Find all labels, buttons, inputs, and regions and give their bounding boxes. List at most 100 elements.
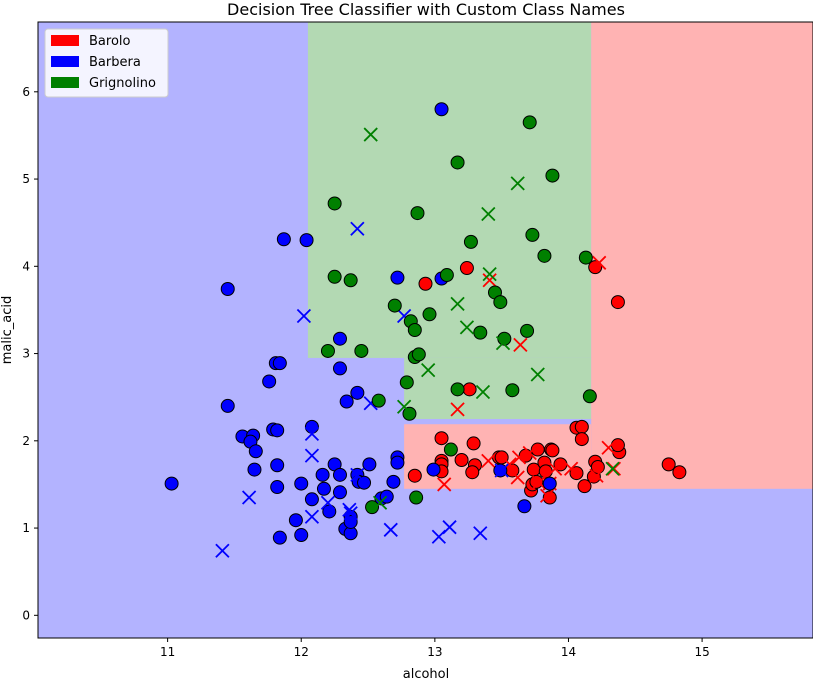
point-grignolino [371,393,386,408]
point-x-grignolino [396,399,412,414]
point-x-barbera [320,495,336,510]
data-points [164,102,687,558]
point-x-barolo [450,402,465,417]
point-barbera [316,481,331,496]
point-barbera [332,467,347,482]
point-barbera [270,423,285,438]
point-grignolino [354,343,369,358]
x-tick-label: 14 [561,645,576,659]
point-barbera [299,233,314,248]
point-barbera [294,476,309,491]
point-barbera [542,476,557,491]
point-x-barolo [513,337,528,352]
point-grignolino [473,325,488,340]
x-tick-label: 12 [294,645,309,659]
point-x-barolo [601,440,616,455]
point-grignolino [578,250,593,265]
point-x-barolo [564,461,579,476]
point-barbera [332,331,347,346]
point-barbera [288,513,303,528]
legend-swatch-barolo [51,35,79,46]
point-grignolino [327,269,342,284]
x-axis-ticks: 11 12 13 14 15 [160,638,710,659]
point-x-grignolino [605,461,620,476]
point-barbera [220,398,235,413]
point-x-grignolino [363,127,378,142]
point-x-barolo [592,255,607,270]
point-barolo [610,438,625,453]
point-grignolino [505,383,520,398]
point-x-barbera [241,490,257,505]
x-axis-label: alcohol [403,667,449,681]
point-barbera [434,102,449,117]
point-x-grignolino [421,362,436,378]
point-barbera [350,385,365,400]
y-tick-label: 6 [22,85,30,99]
point-grignolino [439,268,454,283]
legend-label-barolo: Barolo [89,34,131,49]
point-grignolino [443,442,458,457]
point-barbera [493,463,508,478]
point-barbera [332,361,347,376]
point-x-barbera [350,221,365,236]
point-barolo [577,479,592,494]
chart-title: Decision Tree Classifier with Custom Cla… [227,0,625,19]
point-x-barolo [547,461,563,476]
point-barolo [538,464,553,479]
point-x-barolo [511,450,527,465]
point-grignolino [387,298,402,313]
x-tick-label: 13 [427,645,442,659]
point-barbera [304,419,319,434]
point-barbera [272,356,287,371]
point-barolo [462,382,477,397]
point-barbera [390,455,405,470]
point-x-barbera [342,502,357,517]
y-axis-label: malic_acid [0,296,15,364]
y-tick-label: 3 [22,347,30,361]
point-barbera [343,514,358,529]
point-grignolino [409,490,424,505]
point-x-barolo [539,488,555,503]
point-barbera [294,528,309,543]
point-grignolino [520,323,535,338]
point-grignolino [582,389,597,404]
point-barbera [517,499,532,514]
point-grignolino [365,500,380,515]
point-barolo [454,453,469,468]
point-x-grignolino [372,495,388,510]
point-x-barbera [343,506,358,521]
plot-frame [37,21,813,639]
point-barbera [270,480,285,495]
point-grignolino [545,168,560,183]
point-grignolino [463,234,478,249]
point-x-barbera [473,526,488,541]
decision-region-barolo [591,22,813,489]
point-grignolino [343,273,358,288]
y-axis-ticks: 0 1 2 3 4 5 6 [22,85,38,622]
point-barbera [248,444,263,459]
point-x-grignolino [495,335,511,351]
point-barolo [610,295,625,310]
point-grignolino [407,323,422,337]
legend-swatch-grignolino [51,77,79,88]
point-x-barbera [383,522,398,537]
point-x-grignolino [481,206,496,222]
point-x-grignolino [475,384,491,400]
point-barolo [407,468,422,483]
point-x-grignolino [459,320,475,335]
point-grignolino [399,375,414,390]
point-barolo [672,465,687,480]
point-x-barbera [494,463,509,478]
point-x-barbera [350,467,365,482]
point-x-barolo [437,477,452,492]
x-tick-label: 11 [160,645,175,659]
point-grignolino [402,406,417,421]
point-x-barolo [589,468,604,483]
point-x-barolo [606,461,622,476]
point-grignolino [320,343,335,358]
point-barbera [362,457,377,472]
point-barbera [270,458,285,473]
legend-swatch-barbera [51,56,79,67]
point-grignolino [522,115,537,130]
point-barbera [339,394,354,409]
